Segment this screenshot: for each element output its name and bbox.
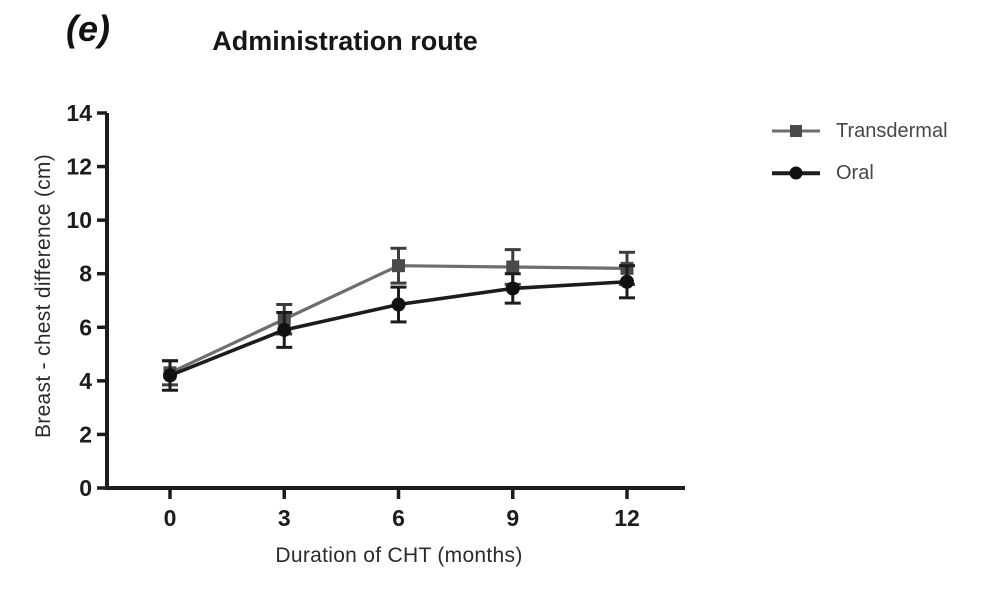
y-tick-label: 0 [79,475,92,501]
marker-square-transdermal [506,260,520,274]
y-tick-label: 14 [66,100,92,126]
x-tick-label: 9 [506,505,519,531]
y-tick-label: 2 [79,421,92,447]
marker-circle-oral [277,322,292,337]
legend-label-oral: Oral [836,161,874,184]
transdermal-square-marker-icon [790,125,802,137]
legend: Transdermal Oral [772,114,948,198]
y-tick-label: 10 [66,207,92,233]
marker-circle-oral [505,281,520,296]
y-tick-label: 12 [66,154,92,180]
x-tick-label: 12 [614,505,640,531]
legend-item-transdermal: Transdermal [772,114,948,148]
legend-item-oral: Oral [772,156,948,190]
marker-circle-oral [391,297,406,312]
legend-label-transdermal: Transdermal [836,119,948,142]
marker-circle-oral [163,368,177,383]
chart-title: Administration route [212,26,478,56]
panel-label: (e) [66,8,110,49]
marker-square-transdermal [392,259,405,273]
y-tick-label: 8 [79,261,92,287]
x-tick-label: 3 [278,505,291,531]
marker-circle-oral [620,274,634,289]
y-tick-label: 4 [79,368,92,394]
x-axis-title: Duration of CHT (months) [275,544,523,567]
x-tick-label: 6 [392,505,405,531]
oral-circle-marker-icon [789,166,803,180]
transdermal-swatch [772,123,820,139]
y-tick-label: 6 [79,314,92,340]
oral-swatch [772,165,820,181]
x-tick-label: 0 [164,505,177,531]
